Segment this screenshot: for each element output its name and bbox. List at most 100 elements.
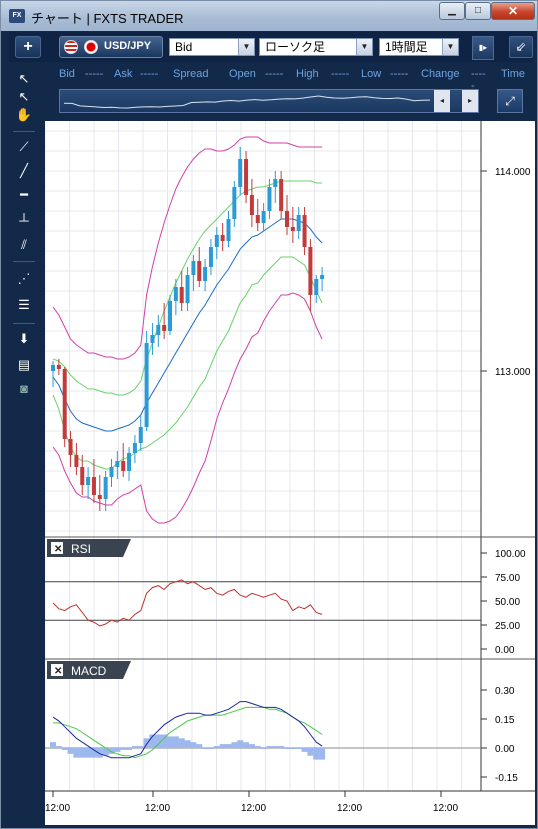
candle-body (156, 325, 161, 335)
japan-flag-icon (84, 40, 98, 54)
overview-navigator[interactable]: ◂ ▸ (59, 89, 479, 113)
close-icon-glyph: ✕ (54, 666, 62, 677)
time-tick-label: 12:00 (145, 803, 170, 814)
quote-change-value: ----- (471, 68, 486, 92)
candle-body (249, 195, 254, 215)
macd-label: MACD (71, 664, 107, 678)
bollinger-upper-2 (52, 136, 323, 360)
macd-line (52, 701, 323, 759)
candle-body (80, 467, 85, 485)
parallel-lines-icon[interactable]: ⫽ (21, 237, 27, 252)
add-chart-button[interactable]: + (15, 36, 41, 58)
overview-sparkline (63, 95, 431, 109)
candle-body (127, 453, 132, 471)
rsi-line (52, 579, 323, 627)
minimize-button[interactable]: ▁ (439, 2, 465, 20)
candle-body (314, 279, 319, 295)
quote-bid-label: Bid (59, 68, 75, 80)
quote-time-label: Time (501, 68, 526, 80)
price-axis (481, 121, 535, 825)
hand-icon[interactable]: ✋ (15, 107, 33, 122)
macd-histogram-bar (137, 746, 144, 748)
close-icon[interactable] (51, 542, 63, 554)
macd-histogram-bar (120, 748, 127, 750)
fibonacci-retracement-icon[interactable]: ☰ (18, 297, 30, 312)
macd-histogram-bar (301, 748, 308, 752)
camera-icon[interactable]: ◙ (20, 381, 28, 396)
chart-type-value: ローソク足 (265, 40, 326, 54)
currency-pair-button[interactable]: USD/JPY (59, 36, 163, 58)
candle-body (320, 275, 325, 279)
candle-body (150, 335, 155, 343)
quote-low-value: ----- (390, 68, 409, 80)
macd-histogram-bar (295, 748, 302, 749)
divider (13, 131, 35, 132)
timeframe-value: 1時間足 (385, 40, 428, 54)
price-tick-label: 113.000 (495, 367, 531, 378)
candle-body (138, 427, 143, 443)
quote-ask-label: Ask (114, 68, 133, 80)
price-type-select[interactable]: Bid ▼ (169, 38, 255, 56)
macd-histogram-bar (243, 742, 250, 748)
candle-body (121, 461, 126, 471)
chevron-right-icon[interactable]: ▸ (462, 90, 478, 112)
download-icon[interactable]: ⬇ (18, 331, 30, 346)
app-icon: FX (9, 9, 25, 23)
list-icon[interactable]: ▤ (17, 357, 31, 372)
macd-histogram-bar (289, 748, 296, 749)
candle-body (296, 215, 301, 231)
candle-body (68, 439, 73, 455)
macd-histogram-bar (143, 738, 150, 748)
pointer-icon[interactable]: ↖ (18, 71, 30, 86)
trend-tool-icon[interactable]: ⟋ (19, 139, 29, 154)
macd-histogram-bar (190, 742, 197, 748)
chevron-down-icon: ▼ (238, 39, 254, 55)
candle-body (185, 275, 190, 303)
vertical-line-icon[interactable]: ┴ (19, 213, 29, 228)
candle-body (267, 187, 272, 211)
time-tick-label: 12:00 (433, 803, 458, 814)
toolbar-scroll-button[interactable]: ▮▸ (472, 36, 494, 60)
timeframe-select[interactable]: 1時間足 ▼ (379, 38, 459, 56)
rsi-tag[interactable]: ✕ RSI (47, 539, 131, 557)
macd-histogram-bar (178, 738, 185, 748)
currency-pair-label: USD/JPY (104, 40, 152, 52)
candle-body (238, 159, 243, 187)
horizontal-line-icon[interactable]: ━ (20, 187, 28, 202)
line-icon[interactable]: ╱ (20, 163, 28, 178)
chart-area[interactable]: 114.000 113.000 100.00 75.00 50.00 25.00 0.00 0… (45, 121, 535, 825)
candle-body (197, 261, 202, 281)
macd-histogram-bar (149, 734, 156, 748)
macd-histogram-bar (126, 748, 133, 750)
macd-histogram-bar (202, 748, 209, 749)
macd-histogram-bar (61, 748, 68, 750)
quote-open-value: ----- (265, 68, 284, 80)
chevron-left-icon[interactable]: ◂ (434, 90, 450, 112)
collapse-icon[interactable]: ⇙ (509, 36, 533, 58)
candle-body (168, 301, 172, 331)
quote-high-label: High (296, 68, 319, 80)
window-title: チャート | FXTS TRADER (31, 11, 184, 26)
close-icon[interactable] (51, 664, 63, 676)
title-bar[interactable]: FX チャート | FXTS TRADER ▁ □ ✕ (1, 1, 537, 31)
macd-signal-line (53, 706, 323, 759)
candle-body (132, 443, 137, 453)
macd-histogram-bar (219, 744, 226, 748)
rsi-tick-label: 100.00 (495, 549, 526, 560)
macd-histogram-bar (155, 734, 162, 748)
macd-histogram-bar (108, 748, 115, 754)
macd-tag[interactable]: ✕ MACD (47, 661, 131, 679)
quote-change-label: Change (421, 68, 460, 80)
close-button[interactable]: ✕ (491, 2, 535, 20)
maximize-button[interactable]: □ (465, 2, 491, 20)
macd-histogram-bar (307, 748, 314, 756)
candle-body (255, 215, 260, 223)
macd-tick-label: 0.30 (495, 686, 515, 697)
macd-histogram-bar (85, 748, 92, 758)
crosshair-icon[interactable]: ↖ (18, 89, 30, 104)
chart-type-select[interactable]: ローソク足 ▼ (259, 38, 373, 56)
expand-icon[interactable]: ⤢ (497, 89, 523, 113)
close-icon-glyph: ✕ (54, 544, 62, 555)
fibonacci-fan-icon[interactable]: ⋰ (17, 271, 31, 286)
